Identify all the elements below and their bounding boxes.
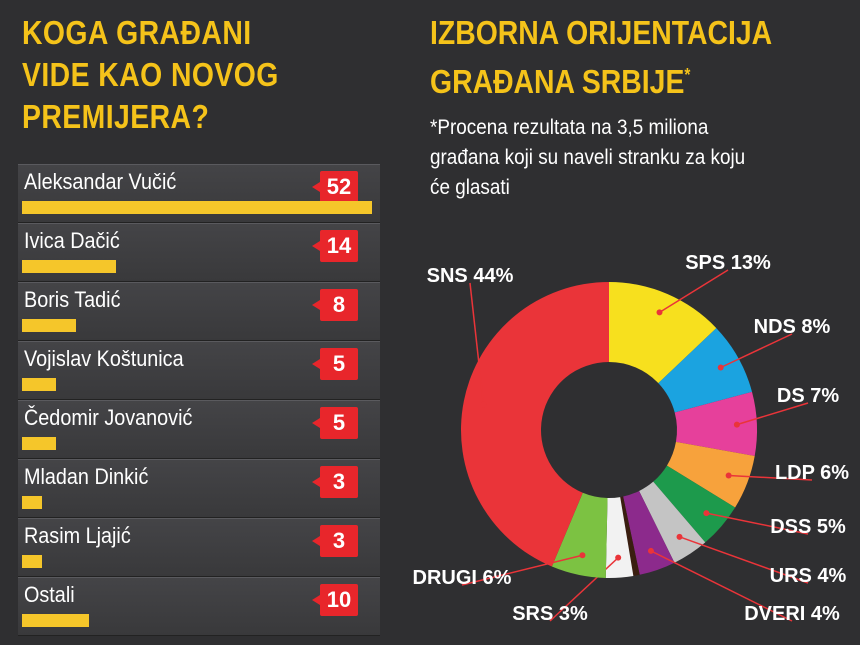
- bar-value-badge: 8: [312, 289, 358, 321]
- bar-row: Ostali 10: [18, 577, 380, 636]
- donut-leader-line: [706, 512, 809, 535]
- bar-row: Ivica Dačić 14: [18, 223, 380, 282]
- donut-leader-line: [650, 550, 793, 622]
- donut-leader-line: [720, 333, 793, 369]
- donut-slice-label: LDP 6%: [775, 462, 849, 484]
- bar-value-badge: 10: [312, 584, 358, 616]
- bar-row: Aleksandar Vučić 52: [18, 164, 380, 223]
- right-chart-title: IZBORNA ORIJENTACIJA GRAĐANA SRBIJE*: [430, 12, 772, 103]
- bar-value-badge: 5: [312, 348, 358, 380]
- donut-slice: [620, 496, 640, 576]
- donut-leader-line: [461, 554, 583, 586]
- bar: [22, 260, 117, 273]
- left-chart-title: KOGA GRAĐANI VIDE KAO NOVOG PREMIJERA?: [22, 14, 279, 135]
- donut-slice: [658, 328, 753, 413]
- donut-leader-line: [549, 557, 619, 622]
- bar-label: Mladan Dinkić: [24, 464, 149, 489]
- donut-leader-dot: [703, 510, 710, 517]
- bar-label: Ivica Dačić: [24, 228, 120, 253]
- donut-leader-dot: [733, 421, 740, 428]
- donut-leader-dot: [480, 401, 487, 408]
- bar-label: Čedomir Jovanović: [24, 405, 193, 430]
- donut-leader-line: [659, 269, 729, 314]
- bar: [22, 378, 56, 391]
- donut-slice-label: NDS 8%: [754, 316, 831, 338]
- bar: [22, 319, 76, 332]
- donut-leader-dot: [615, 554, 622, 561]
- donut-slice-label: URS 4%: [770, 565, 847, 587]
- donut-leader-dot: [676, 533, 683, 540]
- right-chart-note: *Procena rezultata na 3,5 miliona građan…: [430, 116, 746, 199]
- bar-value-badge: 3: [312, 466, 358, 498]
- donut-slice: [674, 391, 757, 456]
- donut-slice-label: SRS 3%: [512, 603, 588, 625]
- donut-leader-line: [679, 536, 809, 584]
- donut-slice-label: DVERI 4%: [744, 603, 840, 625]
- donut-leader-line: [736, 402, 809, 426]
- donut-slice: [639, 481, 706, 563]
- bar: [22, 437, 56, 450]
- bar: [22, 555, 43, 568]
- donut-slice-label: SNS 44%: [427, 265, 514, 287]
- donut-slice: [666, 441, 755, 508]
- bar-value-badge: 52: [312, 171, 358, 203]
- bar: [22, 496, 43, 509]
- right-title-line-1: IZBORNA ORIJENTACIJA: [430, 14, 773, 51]
- donut-slice-label: DS 7%: [777, 385, 839, 407]
- donut-slice-label: SPS 13%: [685, 252, 771, 274]
- donut-slice: [461, 282, 609, 567]
- bar-row: Rasim Ljajić 3: [18, 518, 380, 577]
- bar-row: Boris Tadić 8: [18, 282, 380, 341]
- donut-leader-dot: [647, 547, 654, 554]
- premier-bar-chart: Aleksandar Vučić 52 Ivica Dačić 14 Boris Tad…: [18, 164, 380, 636]
- donut-leader-line: [469, 282, 485, 405]
- bar: [22, 201, 372, 214]
- donut-leader-dot: [656, 309, 663, 316]
- bar-value-badge: 14: [312, 230, 358, 262]
- bar-label: Vojislav Koštunica: [24, 346, 184, 371]
- right-title-line-2: GRAĐANA SRBIJE*: [430, 63, 691, 100]
- donut-slice: [623, 490, 675, 575]
- bar-value-badge: 5: [312, 407, 358, 439]
- bar-row: Mladan Dinkić 3: [18, 459, 380, 518]
- donut-slice-label: DSS 5%: [770, 516, 846, 538]
- bar-label: Ostali: [24, 582, 75, 607]
- donut-leader-line: [728, 474, 813, 481]
- donut-leader-dot: [717, 364, 724, 371]
- bar-label: Rasim Ljajić: [24, 523, 131, 548]
- donut-slice: [551, 492, 608, 578]
- bar-value-badge: 3: [312, 525, 358, 557]
- bar-label: Boris Tadić: [24, 287, 121, 312]
- party-donut-chart: SPS 13% NDS 8% DS 7% LDP 6% DSS 5% URS 4% DVER…: [413, 252, 850, 625]
- bar-row: Čedomir Jovanović 5: [18, 400, 380, 459]
- donut-slice: [609, 282, 717, 384]
- donut-slice-label: DRUGI 6%: [413, 567, 512, 589]
- bar-row: Vojislav Koštunica 5: [18, 341, 380, 400]
- bar-label: Aleksandar Vučić: [24, 169, 177, 194]
- donut-slice: [605, 497, 634, 578]
- bar: [22, 614, 90, 627]
- donut-leader-dot: [725, 472, 732, 479]
- donut-slice: [653, 465, 736, 543]
- donut-leader-dot: [579, 552, 586, 559]
